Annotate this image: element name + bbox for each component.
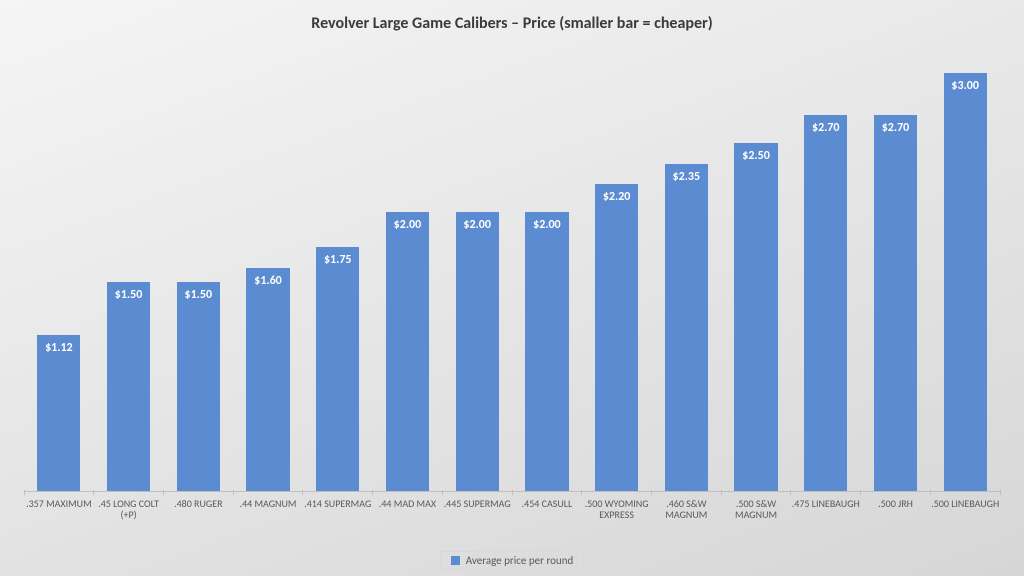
bar: $2.00 xyxy=(525,212,568,491)
x-axis-category: .500 S&W MAGNUM xyxy=(721,496,791,542)
x-axis-category: .45 LONG COLT (+P) xyxy=(94,496,164,542)
x-axis-category-text: .45 LONG COLT (+P) xyxy=(94,498,164,520)
bar-value-label: $1.50 xyxy=(107,288,150,302)
bar-value-label: $1.12 xyxy=(37,341,80,355)
legend-label: Average price per round xyxy=(466,554,574,567)
bar-value-label: $2.50 xyxy=(734,149,777,163)
x-axis-category-text: .500 LINEBAUGH xyxy=(930,498,1000,509)
x-axis-category: .500 WYOMING EXPRESS xyxy=(582,496,652,542)
x-axis-category-text: .44 MAGNUM xyxy=(233,498,303,509)
x-axis-category-text: .454 CASULL xyxy=(512,498,582,509)
bar: $3.00 xyxy=(944,73,987,491)
bar: $2.35 xyxy=(665,164,708,492)
bar: $2.00 xyxy=(386,212,429,491)
bar-slot: $3.00 xyxy=(930,52,1000,491)
x-axis-category-text: .500 JRH xyxy=(861,498,931,509)
chart-legend: Average price per round xyxy=(0,551,1024,570)
bar: $2.70 xyxy=(874,115,917,491)
plot-area: $1.12 $1.50 $1.50 $1.60 $1.75 $2.00 $2.00 $2.00… xyxy=(24,52,1000,492)
legend-box: Average price per round xyxy=(440,551,585,570)
bar-slot: $1.50 xyxy=(94,52,164,491)
x-axis-category-text: .44 MAD MAX xyxy=(373,498,443,509)
bar-value-label: $2.00 xyxy=(386,218,429,232)
x-axis-category-text: .460 S&W MAGNUM xyxy=(651,498,721,520)
bar: $1.75 xyxy=(316,247,359,491)
x-axis-category-text: .357 MAXIMUM xyxy=(24,498,94,509)
x-axis-category: .44 MAGNUM xyxy=(233,496,303,542)
bar: $2.00 xyxy=(456,212,499,491)
bar-value-label: $2.00 xyxy=(456,218,499,232)
x-axis-category: .414 SUPERMAG xyxy=(303,496,373,542)
x-axis-category-text: .475 LINEBAUGH xyxy=(791,498,861,509)
bar: $1.50 xyxy=(107,282,150,491)
x-axis-category: .500 JRH xyxy=(861,496,931,542)
x-axis-category-text: .445 SUPERMAG xyxy=(442,498,512,509)
bar-value-label: $2.20 xyxy=(595,190,638,204)
bar-slot: $2.50 xyxy=(721,52,791,491)
x-axis-category: .500 LINEBAUGH xyxy=(930,496,1000,542)
bar-slot: $1.60 xyxy=(233,52,303,491)
x-axis-category: .480 RUGER xyxy=(163,496,233,542)
price-bar-chart: Revolver Large Game Calibers – Price (sm… xyxy=(0,0,1024,576)
bar: $1.12 xyxy=(37,335,80,491)
legend-swatch xyxy=(451,556,460,565)
x-axis-category: .44 MAD MAX xyxy=(373,496,443,542)
x-axis-category-text: .414 SUPERMAG xyxy=(303,498,373,509)
bar-slot: $2.35 xyxy=(651,52,721,491)
bar-value-label: $2.00 xyxy=(525,218,568,232)
x-axis-category: .445 SUPERMAG xyxy=(442,496,512,542)
chart-title: Revolver Large Game Calibers – Price (sm… xyxy=(0,14,1024,33)
bar-slot: $2.70 xyxy=(791,52,861,491)
bar: $1.60 xyxy=(246,268,289,491)
x-axis-category-text: .500 WYOMING EXPRESS xyxy=(582,498,652,520)
bar-slot: $1.75 xyxy=(303,52,373,491)
bar-value-label: $2.70 xyxy=(804,121,847,135)
x-axis-category: .475 LINEBAUGH xyxy=(791,496,861,542)
x-axis-category: .460 S&W MAGNUM xyxy=(651,496,721,542)
x-axis-category: .357 MAXIMUM xyxy=(24,496,94,542)
bar-slot: $2.00 xyxy=(373,52,443,491)
bar-slot: $2.00 xyxy=(512,52,582,491)
bar: $2.50 xyxy=(734,143,777,491)
bar-slot: $2.70 xyxy=(861,52,931,491)
bar-slot: $2.00 xyxy=(442,52,512,491)
bar-value-label: $1.60 xyxy=(246,274,289,288)
bar: $1.50 xyxy=(177,282,220,491)
bar-value-label: $3.00 xyxy=(944,79,987,93)
x-axis-category: .454 CASULL xyxy=(512,496,582,542)
bar-value-label: $1.50 xyxy=(177,288,220,302)
bar-value-label: $1.75 xyxy=(316,253,359,267)
x-axis-labels: .357 MAXIMUM.45 LONG COLT (+P).480 RUGER… xyxy=(24,496,1000,542)
bar-value-label: $2.35 xyxy=(665,170,708,184)
bar-slot: $1.50 xyxy=(163,52,233,491)
bar-value-label: $2.70 xyxy=(874,121,917,135)
bar: $2.20 xyxy=(595,184,638,491)
x-axis-category-text: .500 S&W MAGNUM xyxy=(721,498,791,520)
bar-slot: $2.20 xyxy=(582,52,652,491)
x-axis-category-text: .480 RUGER xyxy=(163,498,233,509)
bar: $2.70 xyxy=(804,115,847,491)
bar-slot: $1.12 xyxy=(24,52,94,491)
